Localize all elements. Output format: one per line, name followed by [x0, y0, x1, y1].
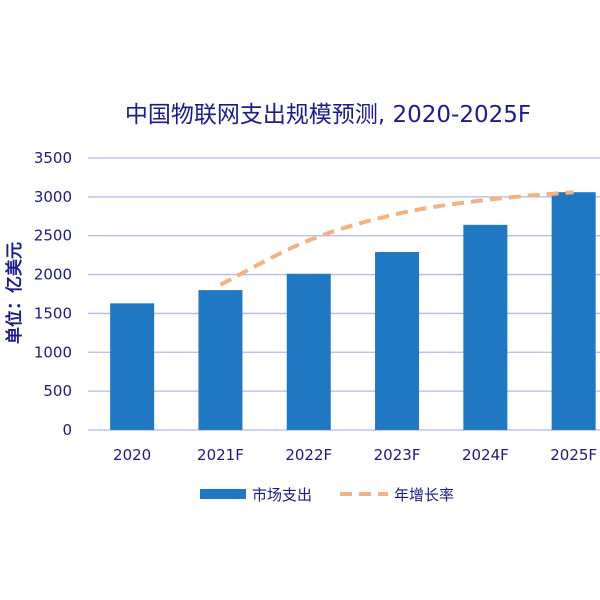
y-tick-label: 500 — [43, 382, 72, 400]
x-tick-label: 2022F — [285, 446, 332, 464]
bar — [551, 192, 596, 430]
x-tick-label: 2020 — [113, 446, 151, 464]
y-tick-label: 2000 — [34, 266, 72, 284]
x-tick-label: 2021F — [197, 446, 244, 464]
grid-layer — [88, 157, 600, 431]
line-layer — [219, 190, 574, 287]
x-tick-label: 2025F — [550, 446, 597, 464]
y-axis-label: 单位：亿美元 — [4, 242, 25, 344]
legend-swatch-bar — [200, 489, 246, 499]
x-tick-label: 2024F — [462, 446, 509, 464]
bar — [110, 303, 155, 430]
x-tick-label: 2023F — [374, 446, 421, 464]
y-tick-label: 2500 — [34, 227, 72, 245]
bar-layer — [110, 192, 596, 430]
y-tick-label: 3000 — [34, 188, 72, 206]
bar — [286, 273, 331, 430]
bar — [463, 224, 508, 430]
y-tick-label: 0 — [62, 421, 72, 439]
y-tick-label: 3500 — [34, 149, 72, 167]
chart-title: 中国物联网支出规模预测, 2020-2025F — [125, 102, 531, 128]
legend-label-bar: 市场支出 — [252, 486, 312, 504]
y-tick-label: 1500 — [34, 304, 72, 322]
legend-label-line: 年增长率 — [394, 486, 454, 504]
bar — [198, 290, 243, 430]
growth-rate-line — [219, 190, 574, 287]
legend: 市场支出 年增长率 — [200, 486, 454, 504]
label-layer: 0 500 1000 1500 2000 2500 3000 3500 2020 2021F 202… — [34, 149, 597, 464]
y-tick-label: 1000 — [34, 343, 72, 361]
bar — [375, 252, 420, 430]
